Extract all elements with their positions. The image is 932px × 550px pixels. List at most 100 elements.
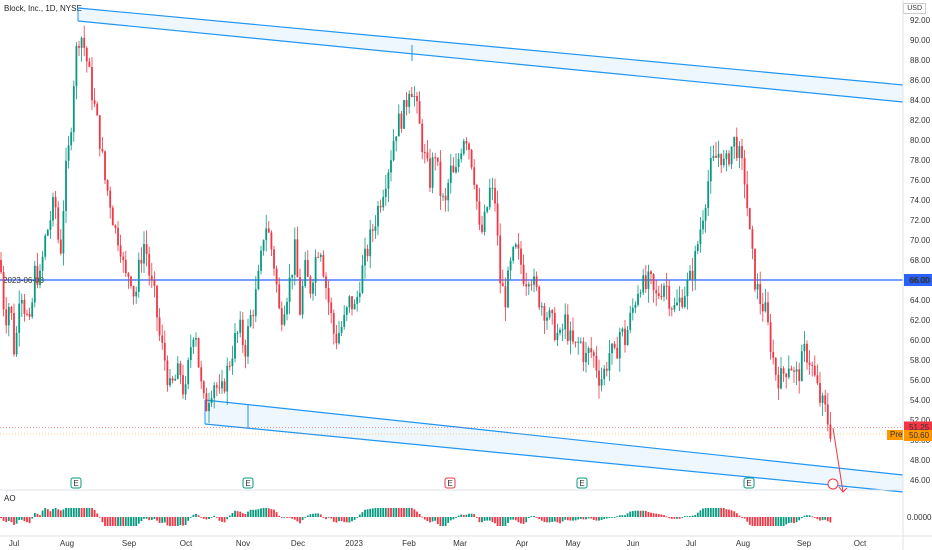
- ao-bar: [491, 517, 494, 522]
- candle-body: [330, 302, 333, 314]
- ao-bar: [418, 513, 421, 517]
- candle-body: [561, 329, 564, 331]
- projection-arrow: [832, 427, 848, 493]
- candle-body: [15, 332, 18, 355]
- price-tick-label: 58.00: [910, 356, 931, 365]
- candle-body: [176, 363, 179, 379]
- ao-bar: [59, 510, 62, 517]
- candle-body: [384, 188, 387, 198]
- candle-body: [486, 207, 489, 212]
- candle-body: [189, 347, 192, 361]
- ao-bar: [785, 517, 788, 525]
- candle-body: [821, 395, 824, 403]
- candle-body: [483, 211, 486, 232]
- candle-body: [808, 362, 811, 365]
- price-tick-label: 52.00: [910, 416, 931, 425]
- lower-channel-line: [204, 423, 904, 493]
- candle-body: [345, 307, 348, 315]
- candle-body: [663, 285, 665, 297]
- ao-bar: [460, 514, 463, 517]
- ao-bar: [7, 517, 10, 522]
- candle-body: [798, 369, 801, 382]
- candle-body: [26, 313, 28, 315]
- ao-bar: [475, 517, 478, 518]
- ao-bar: [717, 508, 720, 517]
- candle-body: [582, 341, 585, 363]
- candle-body: [481, 224, 483, 232]
- ao-bar: [148, 517, 151, 521]
- candle-body: [689, 270, 691, 280]
- ao-bar: [819, 517, 821, 521]
- price-tick-label: 84.00: [910, 96, 931, 105]
- ao-bar: [618, 515, 621, 517]
- ao-bar: [611, 517, 613, 518]
- candle-body: [70, 132, 73, 146]
- ao-bar: [512, 517, 515, 520]
- ao-bar: [93, 509, 96, 517]
- ao-bar: [444, 517, 447, 526]
- ao-bar: [166, 517, 169, 526]
- time-axis: Jul Aug Sep Oct Nov Dec 2023 Feb Mar Apr May Jun Jul…: [9, 539, 867, 548]
- candle-body: [473, 167, 476, 185]
- candle-body: [374, 226, 377, 231]
- ao-bar: [275, 512, 278, 517]
- ao-bar: [449, 517, 452, 521]
- candle-body: [629, 312, 632, 330]
- candle-body: [5, 309, 8, 326]
- ao-bar: [270, 509, 273, 517]
- candle-body: [260, 250, 262, 271]
- candle-body: [280, 308, 283, 325]
- candle-body: [790, 368, 793, 371]
- candle-body: [626, 329, 629, 346]
- candle-body: [759, 283, 762, 304]
- ao-bar: [137, 517, 140, 524]
- candle-body: [460, 153, 463, 160]
- ao-bar: [569, 517, 572, 521]
- time-tick-label: Jul: [9, 539, 19, 548]
- candle-body: [202, 381, 205, 394]
- candle-body: [442, 195, 444, 197]
- ao-bar: [546, 517, 548, 523]
- chart-title: Block, Inc., 1D, NYSE: [4, 4, 82, 13]
- time-tick-label: Sep: [797, 539, 812, 548]
- currency-badge[interactable]: USD: [903, 3, 926, 14]
- ao-bar: [462, 514, 465, 517]
- candle-body: [62, 211, 65, 254]
- candle-body: [325, 276, 327, 289]
- time-tick-label: Aug: [60, 539, 74, 548]
- ao-bar: [345, 517, 348, 523]
- ao-bar: [343, 517, 346, 523]
- ao-bar: [720, 508, 723, 517]
- ao-bar: [579, 517, 582, 519]
- ao-bar: [340, 517, 343, 522]
- ao-bar: [65, 508, 67, 517]
- price-tick-label: 78.00: [910, 156, 931, 165]
- candle-body: [98, 115, 101, 149]
- pre-label-text: Pre: [890, 430, 903, 439]
- candle-body: [145, 244, 148, 254]
- ao-bar: [816, 517, 819, 520]
- candle-body: [449, 165, 452, 183]
- ao-bar: [384, 508, 387, 517]
- pre-price-text: 50.60: [909, 431, 930, 440]
- candle-body: [548, 310, 551, 318]
- ao-bar: [28, 517, 31, 524]
- candle-body: [637, 293, 639, 305]
- candle-body: [124, 259, 127, 274]
- candle-body: [117, 227, 119, 246]
- ao-bar: [13, 517, 15, 525]
- candle-body: [421, 123, 424, 153]
- candle-body: [377, 205, 379, 227]
- candle-body: [572, 330, 574, 342]
- candle-body: [603, 368, 606, 380]
- candles: [0, 25, 903, 443]
- ao-bar: [644, 510, 647, 517]
- candle-body: [174, 378, 177, 381]
- ao-bar: [548, 517, 551, 523]
- ao-bar: [351, 517, 353, 522]
- candle-body: [751, 229, 754, 249]
- candle-body: [257, 270, 260, 290]
- candle-body: [624, 328, 626, 346]
- ao-bar: [790, 517, 793, 523]
